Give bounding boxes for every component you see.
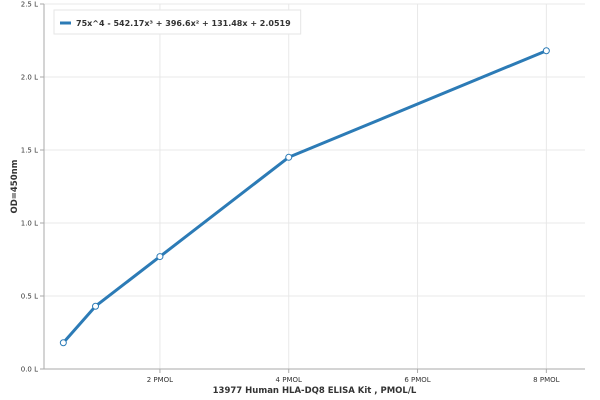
y-tick-label: 1.0 L — [21, 220, 38, 228]
y-tick-label: 1.5 L — [21, 147, 38, 155]
axes — [43, 4, 585, 370]
legend-label: 75x^4 - 542.17x³ + 396.6x² + 131.48x + 2… — [76, 19, 291, 28]
x-tick-label: 8 PMOL — [533, 376, 559, 384]
series-line — [61, 49, 548, 345]
data-point — [59, 339, 67, 347]
y-ticks: 0.0 L 0.5 L 1.0 L 1.5 L 2.0 L 2.5 L — [21, 1, 44, 374]
y-tick-label: 2.5 L — [21, 1, 38, 9]
x-axis-title: 13977 Human HLA-DQ8 ELISA Kit , PMOL/L — [213, 386, 417, 396]
x-tick-label: 2 PMOL — [147, 376, 173, 384]
y-tick-label: 2.0 L — [21, 74, 38, 82]
data-point — [156, 253, 164, 261]
x-tick-label: 6 PMOL — [404, 376, 430, 384]
y-tick-label: 0.5 L — [21, 293, 38, 301]
grid-lines — [44, 3, 585, 370]
series-layer — [59, 47, 550, 347]
y-tick-label: 0.0 L — [21, 366, 38, 374]
x-ticks: 2 PMOL 4 PMOL 6 PMOL 8 PMOL — [147, 369, 560, 384]
data-point — [285, 153, 293, 161]
data-point — [92, 302, 100, 310]
legend-box — [53, 9, 302, 35]
y-axis-title: OD=450nm — [10, 159, 20, 213]
data-point — [542, 47, 550, 55]
legend: 75x^4 - 542.17x³ + 396.6x² + 131.48x + 2… — [53, 9, 302, 35]
x-tick-label: 4 PMOL — [276, 376, 302, 384]
